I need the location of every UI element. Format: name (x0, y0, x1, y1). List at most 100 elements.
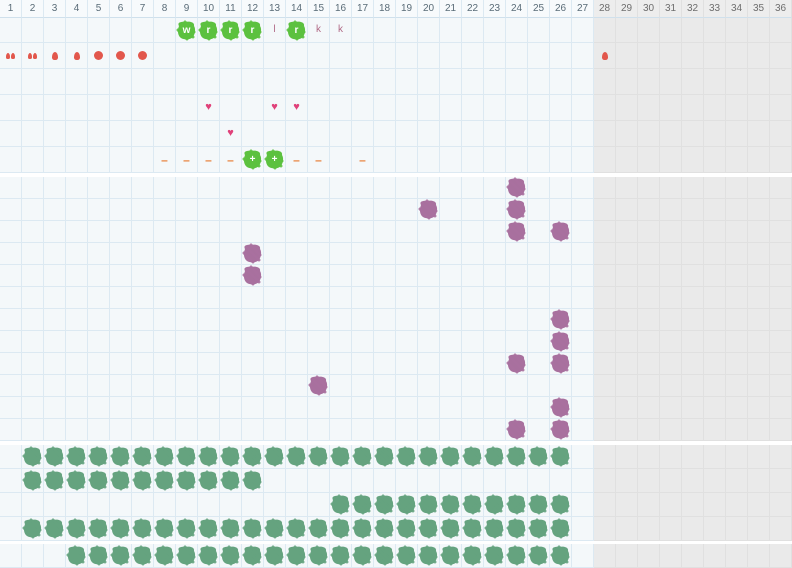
grid-cell-col-13[interactable] (264, 221, 286, 243)
grid-cell-col-24[interactable] (506, 309, 528, 331)
sage-scribble-icon[interactable] (396, 518, 417, 539)
grid-cell-col-36[interactable] (770, 18, 792, 43)
sage-scribble-icon[interactable] (418, 545, 439, 566)
sage-scribble-icon[interactable] (506, 545, 527, 566)
grid-cell-col-32[interactable] (682, 265, 704, 287)
grid-cell-col-12[interactable] (242, 397, 264, 419)
sage-scribble-icon[interactable] (198, 470, 219, 491)
grid-cell-col-13[interactable] (264, 177, 286, 199)
grid-cell-col-13[interactable] (264, 287, 286, 309)
grid-cell-col-29[interactable] (616, 95, 638, 121)
grid-cell-col-17[interactable] (352, 121, 374, 147)
grid-cell-col-3[interactable] (44, 121, 66, 147)
grid-cell-col-20[interactable] (418, 18, 440, 43)
blood-drop-icon[interactable] (51, 51, 58, 60)
grid-cell-col-7[interactable] (132, 309, 154, 331)
grid-cell-col-29[interactable] (616, 353, 638, 375)
sage-scribble-icon[interactable] (418, 446, 439, 467)
grid-cell-col-2[interactable] (22, 544, 44, 568)
grid-cell-col-30[interactable] (638, 375, 660, 397)
grid-cell-col-32[interactable] (682, 419, 704, 441)
grid-cell-col-31[interactable] (660, 243, 682, 265)
grid-cell-col-13[interactable] (264, 199, 286, 221)
grid-cell-col-28[interactable] (594, 397, 616, 419)
grid-cell-col-11[interactable] (220, 287, 242, 309)
grid-cell-col-31[interactable] (660, 147, 682, 173)
sage-scribble-icon[interactable] (264, 545, 285, 566)
grid-cell-col-2[interactable] (22, 243, 44, 265)
sage-scribble-icon[interactable] (308, 518, 329, 539)
grid-cell-col-25[interactable] (528, 43, 550, 69)
grid-cell-col-20[interactable] (418, 419, 440, 441)
grid-cell-col-4[interactable] (66, 517, 88, 541)
grid-cell-col-8[interactable] (154, 331, 176, 353)
grid-cell-col-30[interactable] (638, 445, 660, 469)
grid-cell-col-1[interactable] (0, 43, 22, 69)
grid-cell-col-28[interactable] (594, 243, 616, 265)
grid-cell-col-33[interactable] (704, 493, 726, 517)
grid-cell-col-20[interactable] (418, 121, 440, 147)
purple-scribble-icon[interactable] (242, 243, 263, 264)
grid-cell-col-35[interactable] (748, 221, 770, 243)
sage-scribble-icon[interactable] (330, 545, 351, 566)
grid-cell-col-6[interactable] (110, 445, 132, 469)
grid-cell-col-5[interactable] (88, 469, 110, 493)
grid-cell-col-3[interactable] (44, 69, 66, 95)
grid-cell-col-23[interactable] (484, 221, 506, 243)
grid-cell-col-18[interactable] (374, 265, 396, 287)
grid-cell-col-4[interactable] (66, 353, 88, 375)
sage-scribble-icon[interactable] (176, 446, 197, 467)
grid-cell-col-27[interactable] (572, 287, 594, 309)
grid-cell-col-6[interactable] (110, 544, 132, 568)
grid-cell-col-30[interactable] (638, 331, 660, 353)
grid-cell-col-9[interactable] (176, 419, 198, 441)
grid-cell-col-15[interactable] (308, 469, 330, 493)
grid-cell-col-8[interactable] (154, 177, 176, 199)
grid-cell-col-7[interactable] (132, 121, 154, 147)
grid-cell-col-15[interactable] (308, 177, 330, 199)
grid-cell-col-10[interactable] (198, 43, 220, 69)
grid-cell-col-17[interactable] (352, 544, 374, 568)
grid-cell-col-23[interactable] (484, 469, 506, 493)
grid-cell-col-26[interactable] (550, 375, 572, 397)
grid-cell-col-31[interactable] (660, 445, 682, 469)
grid-cell-col-25[interactable] (528, 397, 550, 419)
grid-cell-col-27[interactable] (572, 177, 594, 199)
grid-cell-col-12[interactable] (242, 243, 264, 265)
grid-cell-col-4[interactable] (66, 544, 88, 568)
grid-cell-col-35[interactable] (748, 69, 770, 95)
grid-cell-col-34[interactable] (726, 43, 748, 69)
grid-cell-col-3[interactable] (44, 353, 66, 375)
grid-cell-col-27[interactable] (572, 243, 594, 265)
grid-cell-col-13[interactable]: ♥ (264, 95, 286, 121)
grid-cell-col-17[interactable] (352, 177, 374, 199)
grid-cell-col-29[interactable] (616, 199, 638, 221)
negative-test-dash-icon[interactable]: – (161, 152, 168, 167)
grid-cell-col-25[interactable] (528, 419, 550, 441)
grid-cell-col-20[interactable] (418, 517, 440, 541)
sage-scribble-icon[interactable] (374, 545, 395, 566)
grid-cell-col-4[interactable] (66, 469, 88, 493)
grid-cell-col-21[interactable] (440, 469, 462, 493)
grid-cell-col-2[interactable] (22, 265, 44, 287)
grid-cell-col-34[interactable] (726, 469, 748, 493)
grid-cell-col-30[interactable] (638, 147, 660, 173)
grid-cell-col-21[interactable] (440, 265, 462, 287)
grid-cell-col-27[interactable] (572, 43, 594, 69)
grid-cell-col-20[interactable] (418, 147, 440, 173)
grid-cell-col-18[interactable] (374, 199, 396, 221)
grid-cell-col-10[interactable] (198, 419, 220, 441)
sage-scribble-icon[interactable] (264, 518, 285, 539)
grid-cell-col-3[interactable] (44, 147, 66, 173)
grid-cell-col-4[interactable] (66, 18, 88, 43)
mucus-letter-label[interactable]: k (338, 24, 343, 35)
grid-cell-col-14[interactable] (286, 517, 308, 541)
grid-cell-col-7[interactable] (132, 419, 154, 441)
grid-cell-col-26[interactable] (550, 544, 572, 568)
grid-cell-col-22[interactable] (462, 517, 484, 541)
grid-cell-col-12[interactable] (242, 69, 264, 95)
grid-cell-col-29[interactable] (616, 243, 638, 265)
grid-cell-col-19[interactable] (396, 199, 418, 221)
grid-cell-col-22[interactable] (462, 493, 484, 517)
grid-cell-col-36[interactable] (770, 177, 792, 199)
